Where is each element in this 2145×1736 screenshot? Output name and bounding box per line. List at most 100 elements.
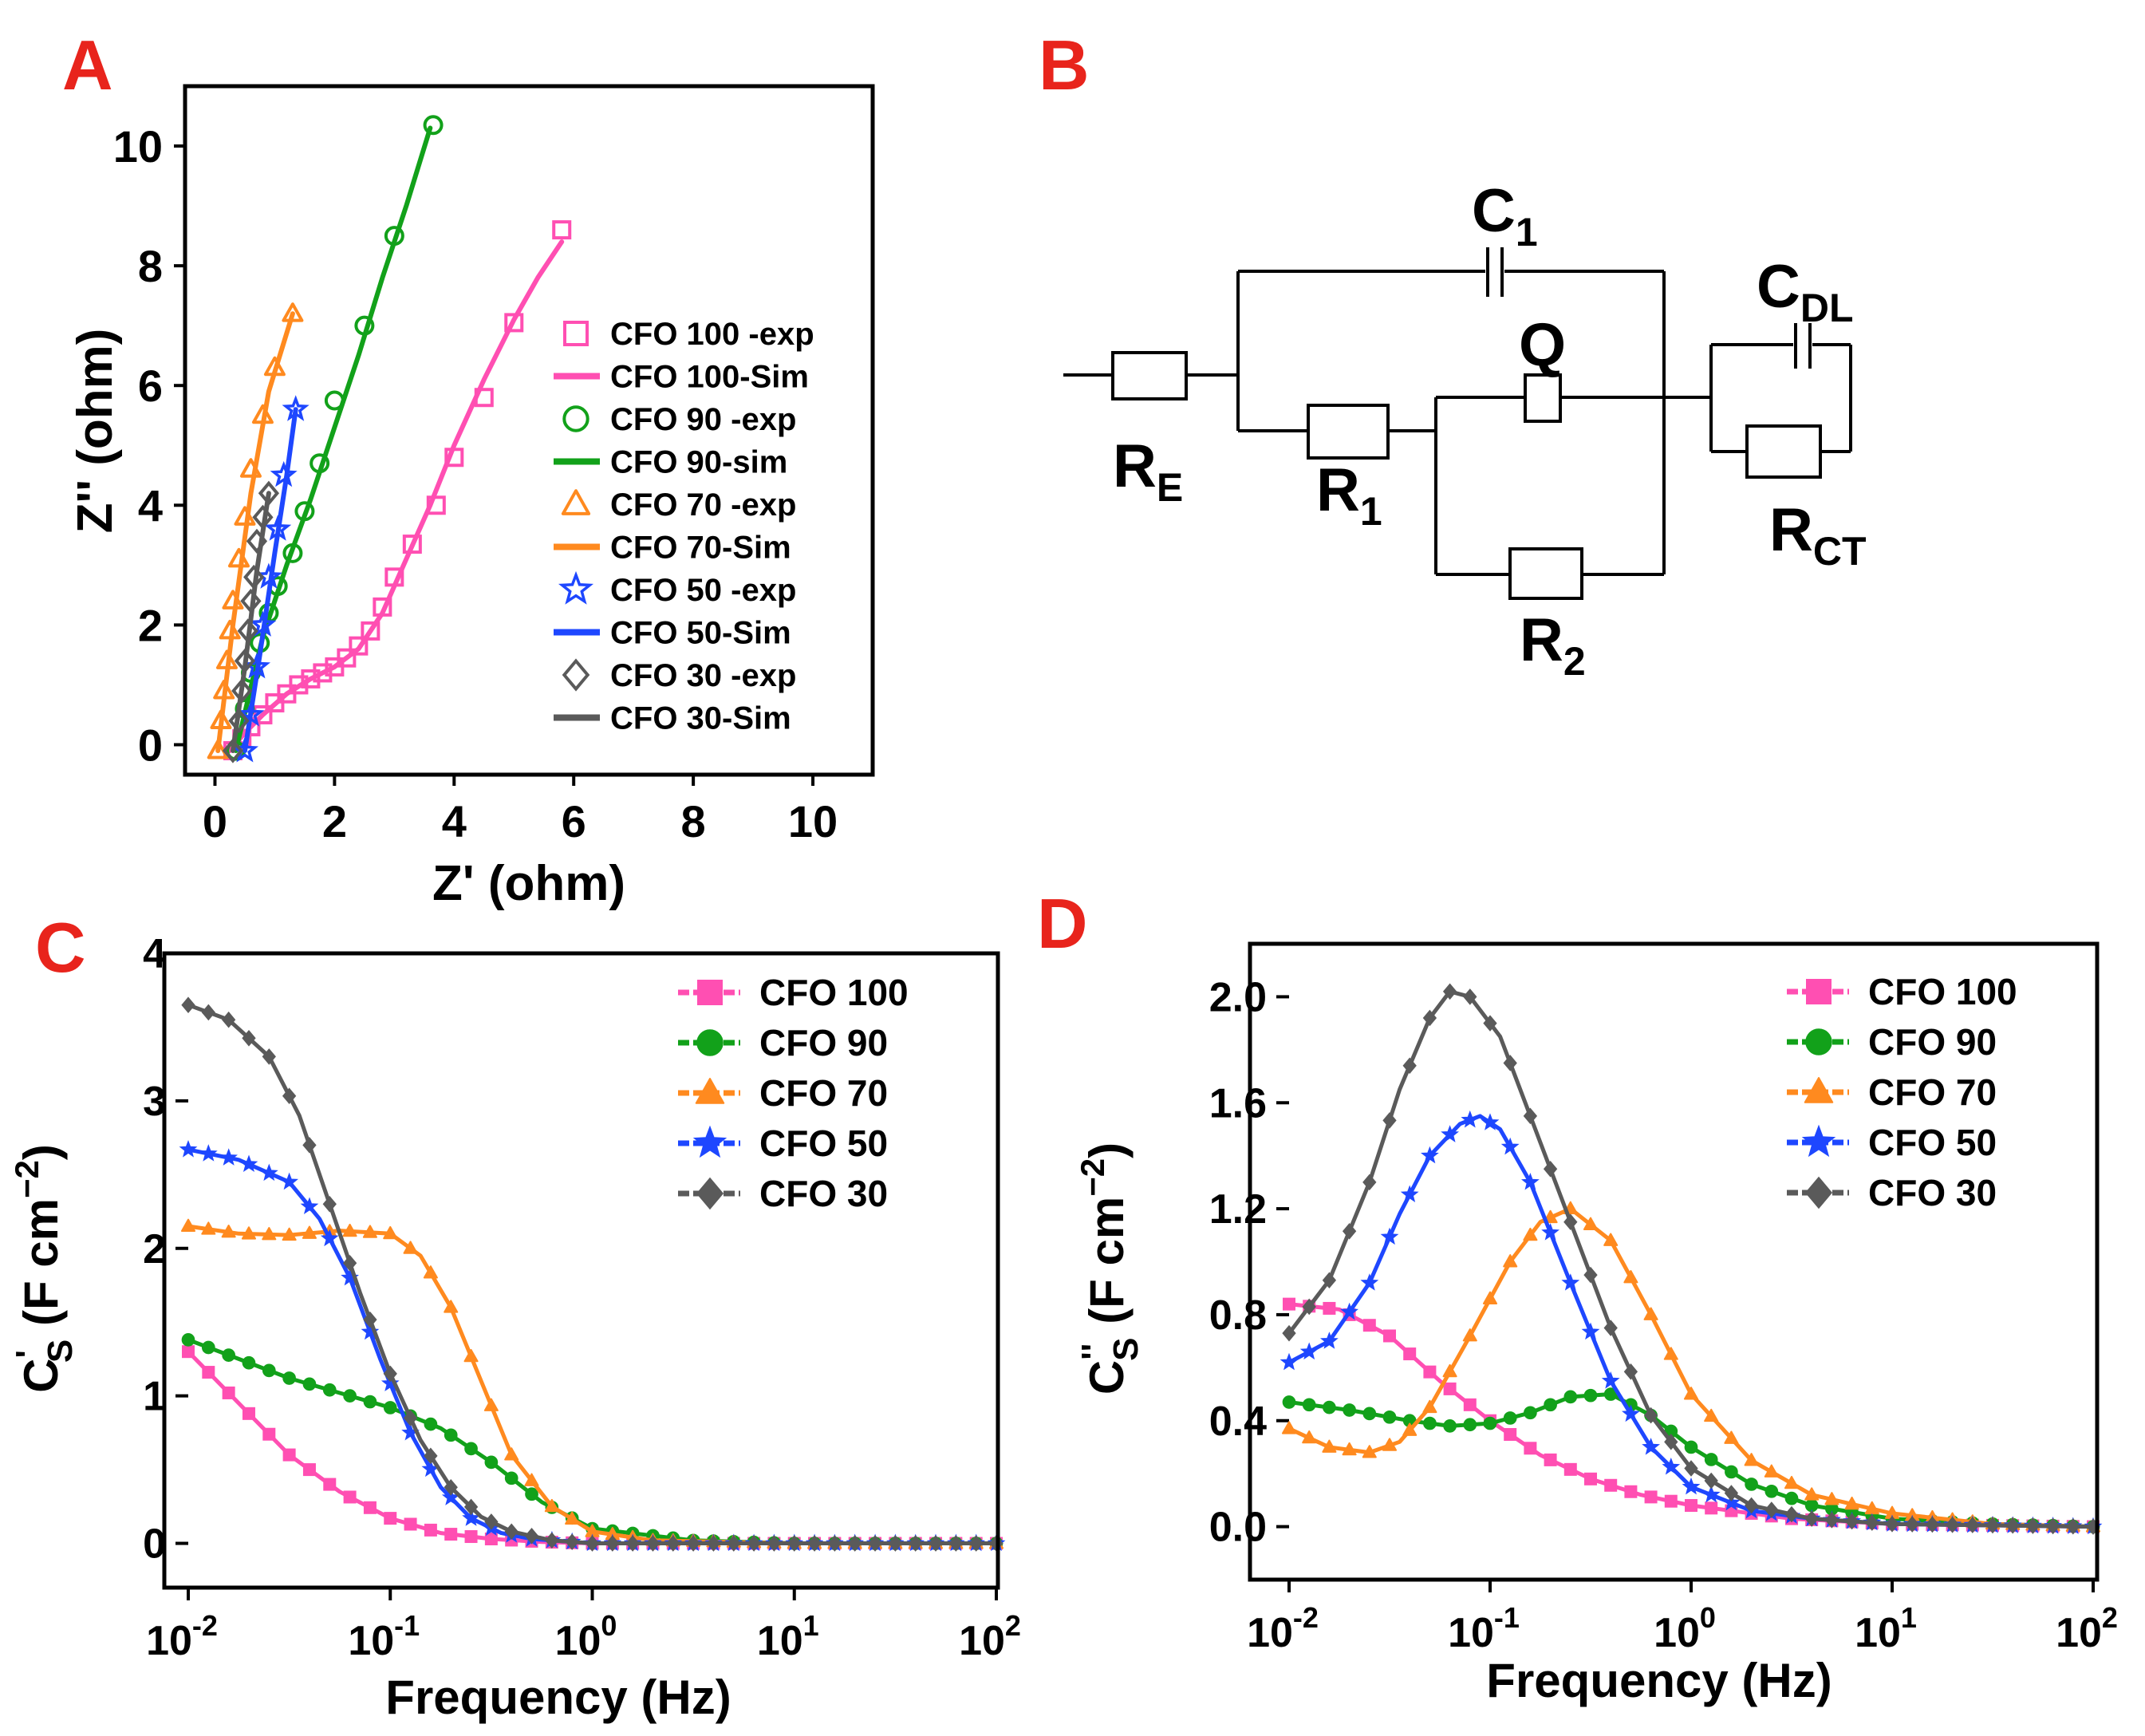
- legend-label-cfo-70-sim: CFO 70-Sim: [610, 531, 791, 566]
- series-cfo-30-point: [1865, 1514, 1879, 1531]
- series-cfo-70-point: [241, 1226, 257, 1240]
- series-cfo-30-point: [1603, 1320, 1618, 1336]
- x-tick-label: 102: [2056, 1601, 2118, 1656]
- series-cfo-100-point: [323, 1478, 337, 1491]
- legend-marker-cfo-90: [1805, 1028, 1832, 1055]
- y-tick-label: 4: [143, 931, 166, 977]
- series-cfo-30-point: [807, 1535, 822, 1552]
- series-cfo-30-point: [424, 1447, 438, 1465]
- legend-label-cfo-90-exp: CFO 90 -exp: [610, 402, 796, 437]
- series-cfo-30-point: [463, 1498, 479, 1516]
- series-cfo-90-line: [187, 1338, 996, 1545]
- series-cfo-70-point: [362, 1225, 377, 1238]
- series-cfo-50-exp-point: [264, 515, 292, 541]
- series-cfo-30-point: [909, 1535, 923, 1552]
- legend-marker-cfo-50: [692, 1125, 727, 1158]
- label-c1: C1: [1472, 177, 1538, 254]
- series-cfo-100-point: [1664, 1494, 1678, 1508]
- series-cfo-100-point: [182, 1345, 195, 1359]
- series-cfo-50-point: [1701, 1485, 1721, 1503]
- series-cfo-100-point: [464, 1530, 478, 1544]
- series-cfo-100-point: [1283, 1297, 1295, 1311]
- series-cfo-30-point: [1945, 1516, 1960, 1533]
- series-cfo-50-point: [219, 1148, 238, 1166]
- y-tick-label: 3: [143, 1079, 166, 1125]
- legend-marker-cfo-30-exp: [562, 658, 590, 692]
- series-cfo-100-point: [262, 1427, 276, 1441]
- series-cfo-50-point: [1280, 1352, 1299, 1371]
- series-cfo-50-point: [1581, 1322, 1600, 1340]
- panel-a-frame: [183, 84, 875, 777]
- series-cfo-100-sim-line: [227, 239, 565, 753]
- series-cfo-90-point: [1583, 1388, 1598, 1403]
- x-tick-label: 0: [203, 796, 227, 846]
- series-cfo-100-point: [1563, 1462, 1577, 1476]
- series-cfo-70-point: [1402, 1422, 1418, 1436]
- series-cfo-70-point: [1724, 1430, 1739, 1444]
- series-cfo-30-point: [1643, 1407, 1658, 1424]
- series-cfo-70-point: [444, 1300, 459, 1313]
- series-cfo-90-point: [222, 1348, 235, 1362]
- series-cfo-30-exp-point: [240, 588, 262, 614]
- series-cfo-30-point: [342, 1254, 357, 1272]
- series-cfo-30-point: [1322, 1272, 1337, 1289]
- series-cfo-100-exp-point: [444, 448, 464, 468]
- series-cfo-90-point: [1784, 1491, 1799, 1505]
- legend-label-cfo-50-exp: CFO 50 -exp: [610, 573, 796, 608]
- label-r2: R2: [1520, 606, 1586, 684]
- series-cfo-50-point: [1340, 1302, 1358, 1320]
- series-cfo-90-point: [1282, 1395, 1296, 1409]
- x-tick-label: 10-2: [1247, 1601, 1319, 1656]
- series-cfo-100-exp-point: [504, 313, 524, 333]
- cpe-q: [1524, 373, 1562, 423]
- series-cfo-50-point: [1682, 1477, 1701, 1495]
- resistor-rct: [1745, 424, 1822, 479]
- x-tick-label: 10-2: [146, 1609, 218, 1664]
- series-cfo-30-point: [1623, 1363, 1638, 1380]
- legend-label-cfo-50: CFO 50: [1868, 1122, 1997, 1163]
- series-cfo-70-point: [1663, 1347, 1678, 1360]
- resistor-r2: [1508, 547, 1583, 600]
- series-cfo-90-point: [383, 1401, 397, 1414]
- series-cfo-70-exp-point: [282, 302, 304, 322]
- series-cfo-50-point: [199, 1144, 218, 1162]
- series-cfo-50-point: [1360, 1273, 1379, 1291]
- series-cfo-30-point: [504, 1523, 519, 1541]
- series-cfo-30-point: [1704, 1472, 1718, 1489]
- series-cfo-70-point: [1603, 1233, 1619, 1246]
- panel-a-xlabel: Z' (ohm): [432, 856, 625, 911]
- panel-a-axes: 0 2 4 6 8 10 0 2 4 6 8 10: [113, 121, 838, 846]
- x-tick-label: 10: [788, 796, 838, 846]
- series-cfo-70-point: [180, 1218, 196, 1232]
- series-cfo-30-point: [262, 1048, 276, 1065]
- series-cfo-30-point: [625, 1535, 640, 1552]
- legend-label-cfo-70: CFO 70: [759, 1072, 888, 1114]
- series-cfo-30-point: [706, 1535, 721, 1552]
- series-cfo-70-point: [1764, 1464, 1779, 1478]
- legend-label-cfo-70: CFO 70: [1868, 1071, 1997, 1113]
- series-cfo-90-point: [262, 1363, 276, 1378]
- panel-c-axes: 10-2 10-1 100 101 102 0 1 2 3 4: [143, 931, 1021, 1664]
- series-cfo-50-point: [1421, 1146, 1439, 1164]
- series-cfo-70-point: [1583, 1217, 1599, 1230]
- series-cfo-30-point: [969, 1535, 984, 1552]
- series-cfo-70-point: [1804, 1487, 1820, 1501]
- series-cfo-90-exp-point: [384, 226, 404, 247]
- series-cfo-30-point: [1543, 1160, 1558, 1178]
- series-cfo-90-exp-point: [282, 542, 303, 563]
- series-cfo-90-point: [1443, 1419, 1457, 1433]
- series-cfo-100-point: [1504, 1428, 1517, 1442]
- series-cfo-30-point: [1885, 1515, 1899, 1533]
- panel-label-c: C: [35, 908, 86, 987]
- x-tick-label: 8: [681, 796, 706, 846]
- series-cfo-70-point: [504, 1447, 519, 1461]
- panel-d-legend: CFO 100 CFO 90 CFO 70 CFO 50 CFO 30: [1787, 971, 2017, 1213]
- series-cfo-100-point: [1463, 1398, 1477, 1411]
- panel-d-frame: [1248, 941, 2100, 1582]
- series-cfo-100-point: [1423, 1365, 1437, 1379]
- series-cfo-100-point: [1443, 1382, 1457, 1395]
- series-cfo-30-point: [1563, 1213, 1578, 1230]
- series-cfo-100-point: [1544, 1453, 1557, 1466]
- series-cfo-100-point: [202, 1366, 215, 1379]
